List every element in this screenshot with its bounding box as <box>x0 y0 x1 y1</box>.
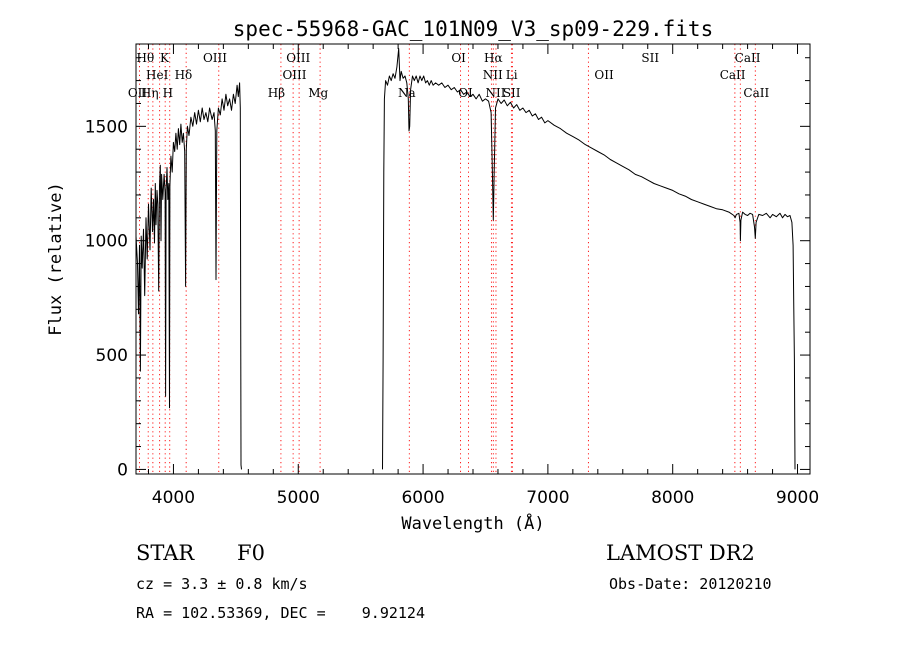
x-tick-label: 5000 <box>277 488 320 508</box>
y-axis-label: Flux (relative) <box>46 182 66 336</box>
y-tick-label: 1500 <box>85 117 128 137</box>
y-tick-label: 500 <box>96 346 128 366</box>
spectral-line-labels: Hθ K OIII OIII OI Hα SII CaII HeI Hδ OIII NII Li OII C… <box>128 51 770 100</box>
x-tick-label: 7000 <box>526 488 569 508</box>
line-label-9: Hδ <box>175 68 193 82</box>
spectrum-segment-1 <box>382 48 796 470</box>
line-label-11: NII <box>483 68 503 82</box>
x-axis-label: Wavelength (Å) <box>401 512 544 534</box>
redshift-value: cz = 3.3 ± 0.8 km/s <box>136 575 308 593</box>
line-label-8: HeI <box>146 68 169 82</box>
observation-date: Obs-Date: 20120210 <box>609 575 772 593</box>
x-axis: 4000 5000 6000 7000 8000 9000 <box>147 44 819 508</box>
y-axis: 0 500 1000 1500 <box>85 57 810 480</box>
line-label-5: Hα <box>484 51 503 65</box>
x-tick-label: 4000 <box>152 488 195 508</box>
x-tick-label: 8000 <box>651 488 694 508</box>
line-label-3: OIII <box>286 51 310 65</box>
coordinates: RA = 102.53369, DEC = 9.92124 <box>136 604 425 622</box>
spectrum-segment-0 <box>135 82 242 470</box>
line-label-24: CaII <box>743 86 769 100</box>
survey-name: LAMOST DR2 <box>606 541 755 565</box>
line-label-14: CaII <box>720 68 746 82</box>
x-tick-label: 9000 <box>776 488 819 508</box>
line-label-6: SII <box>641 51 659 65</box>
y-tick-label: 0 <box>117 460 128 480</box>
line-label-1: K <box>160 51 170 65</box>
line-label-0: Hθ <box>137 51 155 65</box>
x-tick-label: 6000 <box>401 488 444 508</box>
line-label-12: Li <box>506 68 518 82</box>
line-label-2: OIII <box>203 51 227 65</box>
line-label-18: Hβ <box>268 86 285 100</box>
y-tick-label: 1000 <box>85 232 128 252</box>
object-subclass: F0 <box>237 541 265 565</box>
chart-title: spec-55968-GAC_101N09_V3_sp09-229.fits <box>233 17 713 41</box>
line-label-13: OII <box>594 68 614 82</box>
line-label-17: H <box>163 86 173 100</box>
line-label-20: Na <box>398 86 416 100</box>
plot-frame <box>135 43 811 475</box>
object-class: STAR <box>136 541 195 565</box>
line-label-15: OII <box>128 86 148 100</box>
line-label-22: NII <box>485 86 505 100</box>
line-label-19: Mg <box>308 86 328 100</box>
spectrum-series <box>135 48 796 470</box>
line-label-16: Hη <box>141 86 159 100</box>
line-label-23: SII <box>503 86 521 100</box>
line-label-4: OI <box>451 51 466 65</box>
line-label-7: CaII <box>735 51 761 65</box>
line-label-10: OIII <box>282 68 306 82</box>
